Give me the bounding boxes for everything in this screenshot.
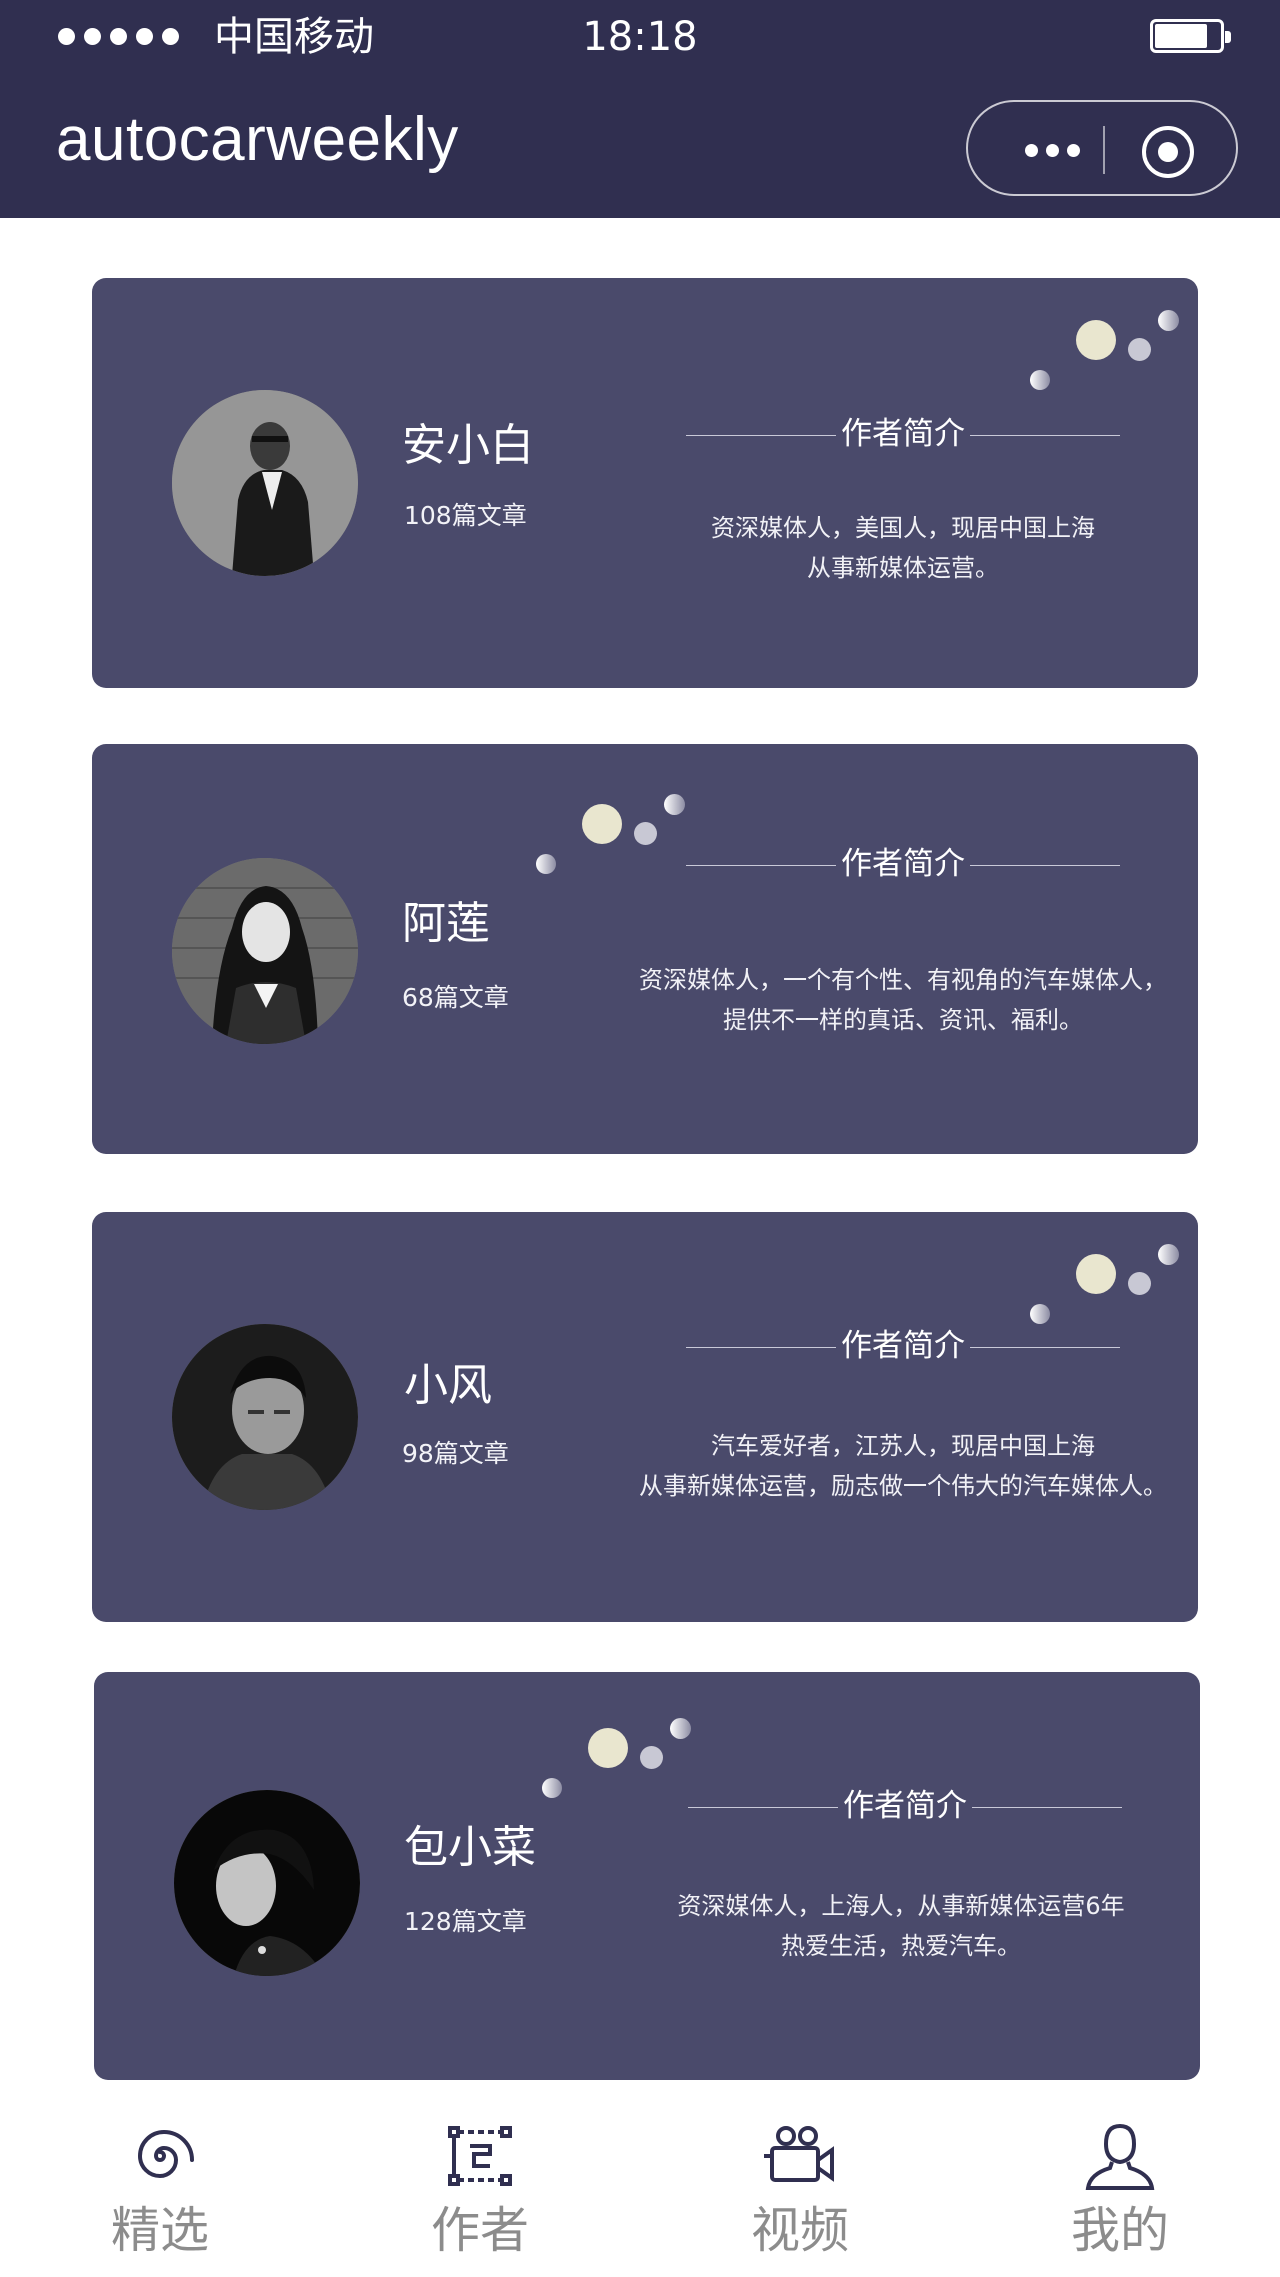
author-avatar	[174, 1790, 360, 1976]
article-count: 68篇文章	[402, 983, 509, 1012]
spiral-icon	[120, 2116, 200, 2196]
video-camera-icon	[760, 2116, 840, 2196]
tab-label: 作者	[430, 2202, 529, 2259]
bio-line: 资深媒体人，一个有个性、有视角的汽车媒体人，	[639, 966, 1167, 994]
top-bar: 中国移动 18:18 autocarweekly	[0, 0, 1280, 218]
author-card[interactable]: 小风 98篇文章 作者简介 汽车爱好者，江苏人，现居中国上海 从事新媒体运营，励…	[92, 1212, 1198, 1622]
intro-heading-label: 作者简介	[841, 1788, 969, 1824]
tab-featured[interactable]: 精选	[0, 2092, 320, 2277]
intro-heading: 作者简介	[688, 1786, 1122, 1826]
author-card[interactable]: 安小白 108篇文章 作者简介 资深媒体人，美国人，现居中国上海 从事新媒体运营…	[92, 278, 1198, 688]
more-options-button[interactable]	[1010, 130, 1094, 170]
battery-icon	[1150, 19, 1231, 53]
author-name: 阿莲	[402, 898, 490, 949]
tab-bar: 精选 作者 视频	[0, 2092, 1280, 2277]
tab-videos[interactable]: 视频	[640, 2092, 960, 2277]
author-bio: 资深媒体人，上海人，从事新媒体运营6年 热爱生活，热爱汽车。	[610, 1886, 1192, 1966]
page-title: autocarweekly	[56, 105, 459, 174]
article-count: 98篇文章	[402, 1439, 509, 1468]
author-card[interactable]: 阿莲 68篇文章 作者简介 资深媒体人，一个有个性、有视角的汽车媒体人， 提供不…	[92, 744, 1198, 1154]
status-time: 18:18	[582, 14, 698, 60]
author-bio: 汽车爱好者，江苏人，现居中国上海 从事新媒体运营，励志做一个伟大的汽车媒体人。	[612, 1426, 1194, 1506]
bio-line: 从事新媒体运营，励志做一个伟大的汽车媒体人。	[639, 1472, 1167, 1500]
user-icon	[1080, 2116, 1160, 2196]
heading-line-right	[970, 865, 1120, 866]
author-bio: 资深媒体人，美国人，现居中国上海 从事新媒体运营。	[612, 508, 1194, 588]
author-avatar	[172, 1324, 358, 1510]
tab-me[interactable]: 我的	[960, 2092, 1280, 2277]
author-avatar	[172, 390, 358, 576]
decorative-bubbles	[1030, 1228, 1190, 1324]
heading-line-right	[970, 1347, 1120, 1348]
author-name: 安小白	[402, 420, 534, 471]
author-icon	[440, 2116, 520, 2196]
intro-heading: 作者简介	[686, 1326, 1120, 1366]
heading-line-left	[686, 1347, 836, 1348]
signal-strength-icon	[58, 28, 179, 48]
author-bio: 资深媒体人，一个有个性、有视角的汽车媒体人， 提供不一样的真话、资讯、福利。	[612, 960, 1194, 1040]
capsule-divider	[1103, 126, 1105, 174]
bio-line: 汽车爱好者，江苏人，现居中国上海	[711, 1432, 1095, 1460]
intro-heading: 作者简介	[686, 414, 1120, 454]
heading-line-left	[686, 435, 836, 436]
tab-authors[interactable]: 作者	[320, 2092, 640, 2277]
close-mini-program-button[interactable]	[1142, 126, 1194, 178]
decorative-bubbles	[536, 778, 696, 874]
tab-label: 我的	[1070, 2202, 1169, 2259]
author-name: 包小菜	[404, 1822, 536, 1873]
heading-line-left	[688, 1807, 838, 1808]
tab-label: 精选	[110, 2202, 209, 2259]
bio-line: 从事新媒体运营。	[807, 554, 999, 582]
author-name: 小风	[404, 1360, 492, 1411]
bio-line: 热爱生活，热爱汽车。	[781, 1932, 1021, 1960]
heading-line-right	[972, 1807, 1122, 1808]
mini-program-capsule	[966, 100, 1238, 196]
article-count: 108篇文章	[404, 501, 527, 530]
heading-line-right	[970, 435, 1120, 436]
intro-heading-label: 作者简介	[839, 846, 967, 882]
author-card[interactable]: 包小菜 128篇文章 作者简介 资深媒体人，上海人，从事新媒体运营6年 热爱生活…	[94, 1672, 1200, 2080]
carrier-name: 中国移动	[214, 14, 374, 60]
intro-heading-label: 作者简介	[839, 1328, 967, 1364]
article-count: 128篇文章	[404, 1907, 527, 1936]
bio-line: 资深媒体人，上海人，从事新媒体运营6年	[677, 1892, 1125, 1920]
bio-line: 提供不一样的真话、资讯、福利。	[723, 1006, 1083, 1034]
heading-line-left	[686, 865, 836, 866]
intro-heading-label: 作者简介	[839, 416, 967, 452]
tab-label: 视频	[750, 2202, 849, 2259]
decorative-bubbles	[1030, 294, 1190, 390]
author-avatar	[172, 858, 358, 1044]
intro-heading: 作者简介	[686, 844, 1120, 884]
bio-line: 资深媒体人，美国人，现居中国上海	[711, 514, 1095, 542]
status-bar: 中国移动 18:18	[0, 0, 1280, 74]
decorative-bubbles	[542, 1702, 702, 1798]
